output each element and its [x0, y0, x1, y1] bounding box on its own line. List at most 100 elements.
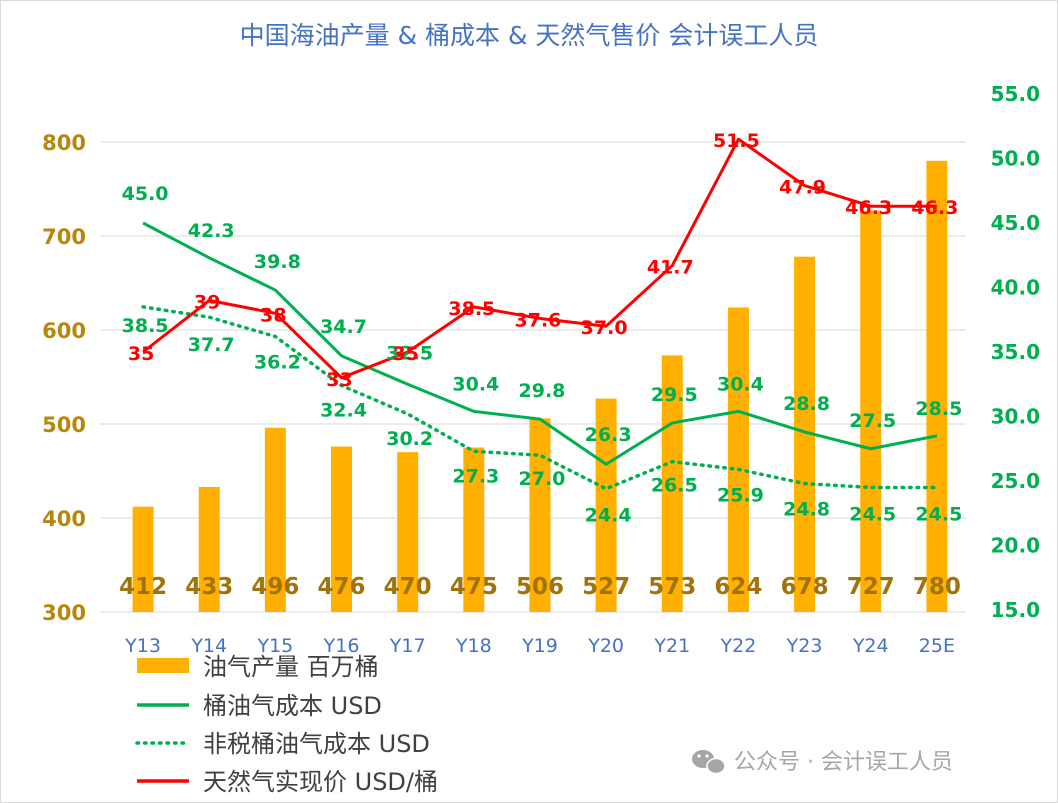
- x-tick-label: Y16: [323, 635, 360, 657]
- bar: [860, 210, 882, 612]
- gas-price-data-label: 39: [194, 291, 220, 313]
- left-tick-label: 300: [42, 601, 86, 625]
- bar-series: [132, 160, 948, 613]
- x-tick-label: Y13: [124, 635, 161, 657]
- gas-price-data-label: 37.6: [515, 309, 562, 331]
- bar: [264, 427, 286, 612]
- cost-data-label: 30.4: [452, 373, 499, 395]
- cost-data-label: 29.5: [651, 384, 698, 406]
- non-tax-cost-data-label: 32.4: [320, 400, 367, 422]
- non-tax-cost-data-label: 24.5: [849, 503, 896, 525]
- watermark: 公众号 · 会计误工人员: [692, 750, 953, 775]
- right-tick-label: 30.0: [991, 405, 1040, 429]
- left-axis: 300 400 500 600 700 800: [42, 131, 86, 625]
- bar: [529, 418, 551, 612]
- cost-data-label: 28.5: [915, 398, 962, 420]
- bar-data-label: 506: [516, 574, 564, 600]
- gas-price-data-label: 47.9: [779, 177, 826, 199]
- non-tax-cost-data-label: 26.5: [651, 475, 698, 497]
- gas-price-data-label: 35: [128, 343, 154, 365]
- right-tick-label: 40.0: [991, 276, 1040, 300]
- x-tick-label: Y23: [786, 635, 823, 657]
- left-tick-label: 400: [42, 507, 86, 531]
- bar: [727, 307, 749, 612]
- left-tick-label: 500: [42, 413, 86, 437]
- gas-price-data-label: 46.3: [911, 197, 958, 219]
- x-tick-label: Y14: [190, 635, 227, 657]
- cost-data-label: 28.8: [783, 393, 830, 415]
- legend-swatch-bar: [137, 658, 189, 673]
- non-tax-cost-data-label: 24.5: [915, 503, 962, 525]
- right-tick-label: 50.0: [991, 147, 1040, 171]
- gas-price-data-label: 38: [260, 304, 286, 326]
- bar: [198, 486, 220, 612]
- bar-data-label: 678: [781, 574, 829, 600]
- bar-data-label: 573: [648, 574, 696, 600]
- right-axis: 15.0 20.0 25.0 30.0 35.0 40.0 45.0 50.0 55.0: [991, 82, 1040, 622]
- non-tax-cost-data-label: 27.3: [452, 465, 499, 487]
- non-tax-cost-data-label: 37.7: [188, 334, 235, 356]
- cost-data-label: 30.4: [717, 373, 764, 395]
- x-tick-label: Y20: [587, 635, 624, 657]
- non-tax-cost-data-label: 36.2: [254, 352, 301, 374]
- legend-label: 非税桶油气成本 USD: [203, 730, 430, 758]
- cost-data-label: 32.5: [386, 342, 433, 364]
- wechat-icon: [692, 750, 726, 775]
- bar-data-label: 624: [714, 574, 762, 600]
- gas-price-data-label: 37.0: [581, 317, 628, 339]
- x-tick-label: Y18: [455, 635, 492, 657]
- data-labels: 412 433 496 476 470 475 506 527 573 624 678 727 780 4…: [119, 130, 962, 600]
- x-tick-label: Y17: [389, 635, 426, 657]
- gas-price-data-label: 38.5: [448, 298, 495, 320]
- series-line-cost: [142, 221, 938, 466]
- non-tax-cost-data-label: 24.8: [783, 499, 830, 521]
- bar: [463, 447, 485, 612]
- x-tick-label: 25E: [919, 635, 955, 657]
- non-tax-cost-data-label: 24.4: [585, 505, 632, 527]
- cost-data-label: 45.0: [122, 183, 169, 205]
- gas-price-data-label: 46.3: [845, 197, 892, 219]
- cost-data-label: 29.8: [519, 380, 566, 402]
- bar: [926, 160, 948, 613]
- x-axis: Y13 Y14 Y15 Y16 Y17 Y18 Y19 Y20 Y21 Y22 Y23 Y24 25E: [124, 635, 955, 657]
- gas-price-data-label: 41.7: [647, 257, 694, 279]
- non-tax-cost-data-label: 30.2: [386, 428, 433, 450]
- bar-data-label: 780: [913, 574, 961, 600]
- non-tax-cost-data-label: 38.5: [122, 315, 169, 337]
- legend-label: 桶油气成本 USD: [203, 692, 382, 720]
- series-line-gas-price: [142, 137, 937, 380]
- cost-data-label: 26.3: [585, 424, 632, 446]
- right-tick-label: 15.0: [991, 598, 1040, 622]
- bar-data-label: 476: [318, 574, 366, 600]
- non-tax-cost-data-label: 27.0: [519, 468, 566, 490]
- right-tick-label: 20.0: [991, 534, 1040, 558]
- legend-label: 天然气实现价 USD/桶: [203, 768, 438, 796]
- bar-data-label: 727: [847, 574, 895, 600]
- gas-price-data-label: 51.5: [713, 130, 760, 152]
- cost-data-label: 42.3: [188, 220, 235, 242]
- chart-title: 中国海油产量 & 桶成本 & 天然气售价 会计误工人员: [240, 21, 819, 50]
- non-tax-cost-data-label: 25.9: [717, 484, 764, 506]
- x-tick-label: Y15: [256, 635, 293, 657]
- right-tick-label: 25.0: [991, 469, 1040, 493]
- bar: [794, 256, 816, 612]
- bar-data-label: 412: [119, 574, 167, 600]
- cost-data-label: 27.5: [849, 410, 896, 432]
- left-tick-label: 600: [42, 319, 86, 343]
- cost-data-label: 39.8: [254, 251, 301, 273]
- bar-data-label: 527: [582, 574, 630, 600]
- line-series: [141, 137, 939, 491]
- x-tick-label: Y24: [852, 635, 889, 657]
- bar-data-label: 470: [384, 574, 432, 600]
- series-line-non-tax-cost: [141, 305, 939, 491]
- right-tick-label: 35.0: [991, 340, 1040, 364]
- bar-data-label: 496: [251, 574, 299, 600]
- bar: [661, 355, 683, 612]
- cost-data-label: 34.7: [320, 316, 367, 338]
- legend-label: 油气产量 百万桶: [203, 653, 379, 681]
- x-tick-label: Y22: [720, 635, 757, 657]
- bar: [132, 506, 154, 612]
- watermark-text: 公众号 · 会计误工人员: [734, 750, 953, 775]
- x-tick-label: Y19: [521, 635, 558, 657]
